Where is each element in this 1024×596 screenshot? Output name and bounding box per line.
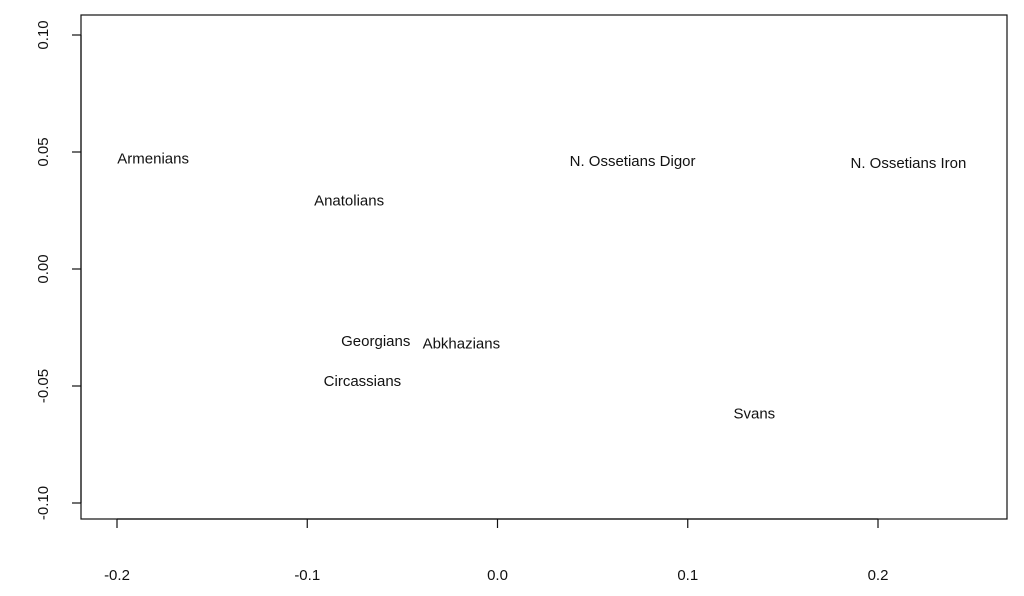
point-label: Circassians xyxy=(324,373,402,390)
x-tick-label: 0.0 xyxy=(487,567,508,584)
point-labels: Armenians Anatolians N. Ossetians Digor N. … xyxy=(117,151,966,423)
plot-frame xyxy=(80,14,1008,520)
point-label: Georgians xyxy=(341,333,410,350)
x-tick-label: -0.1 xyxy=(294,567,320,584)
y-tick-label: 0.00 xyxy=(35,254,52,283)
point-label: Abkhazians xyxy=(423,335,501,352)
x-tick-label: -0.2 xyxy=(104,567,130,584)
x-tick-label: 0.1 xyxy=(677,567,698,584)
y-tick-label: -0.05 xyxy=(35,369,52,403)
point-label: Svans xyxy=(733,406,775,423)
point-label: N. Ossetians Digor xyxy=(570,153,696,170)
y-tick-label: 0.05 xyxy=(35,137,52,166)
x-axis: -0.2 -0.1 0.0 0.1 0.2 xyxy=(104,518,889,584)
point-label: Anatolians xyxy=(314,193,384,210)
point-label: Armenians xyxy=(117,151,189,168)
x-tick-label: 0.2 xyxy=(868,567,889,584)
y-axis: 0.10 0.05 0.00 -0.05 -0.10 xyxy=(35,20,82,520)
y-tick-label: 0.10 xyxy=(35,20,52,49)
y-tick-label: -0.10 xyxy=(35,486,52,520)
point-label: N. Ossetians Iron xyxy=(850,155,966,172)
